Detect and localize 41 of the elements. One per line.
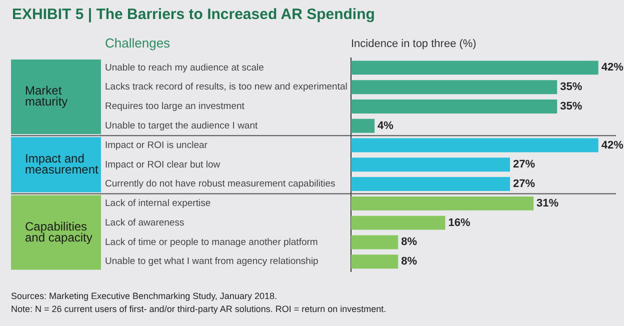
- bar: [351, 254, 398, 269]
- text: EXHIBIT 5 | The Barriers to Increased AR Spending: [12, 6, 375, 23]
- y-tick-label: Lack of time or people to manage another platform: [105, 236, 318, 248]
- data-label: 8%: [401, 256, 418, 268]
- text: Impact and measurement: [25, 151, 100, 176]
- bar: [351, 235, 398, 250]
- text: Capabilities and capacity: [25, 219, 92, 244]
- data-label: 8%: [401, 236, 418, 248]
- y-tick-label: Unable to target the audience I want: [105, 120, 258, 132]
- y-axis-title: Challenges: [105, 36, 171, 51]
- source-note: Sources: Marketing Executive Benchmarking Study, January 2018.: [11, 290, 278, 303]
- bar: [351, 158, 510, 172]
- data-label: 4%: [378, 120, 394, 132]
- bar: [351, 138, 598, 152]
- y-tick-label: Impact or ROI is unclear: [105, 140, 208, 151]
- x-axis-title: Incidence in top three (%): [351, 38, 476, 50]
- y-tick-label: Currently do not have robust measurement capabilities: [105, 178, 336, 190]
- bar: [351, 60, 598, 75]
- y-tick-label: Lack of internal expertise: [105, 198, 211, 210]
- text: Market maturity: [25, 84, 68, 109]
- data-label: 35%: [560, 81, 582, 94]
- y-tick-label: Requires too large an investment: [105, 101, 245, 112]
- y-tick-label: Impact or ROI clear but low: [105, 159, 220, 170]
- bar: [351, 216, 446, 230]
- y-tick-label: Lack of awareness: [105, 217, 184, 228]
- y-tick-label: Unable to get what I want from agency relationship: [105, 256, 318, 268]
- data-label: 27%: [513, 178, 536, 190]
- data-label: 42%: [601, 139, 624, 152]
- bar: [351, 99, 558, 114]
- y-tick-label: Lacks track record of results, is too new and experimental: [105, 82, 348, 93]
- bar: [351, 177, 510, 192]
- bar: [351, 196, 534, 210]
- y-tick-label: Unable to reach my audience at scale: [105, 62, 264, 74]
- data-label: 16%: [448, 216, 470, 229]
- data-label: 42%: [601, 62, 624, 74]
- bar: [351, 118, 375, 133]
- text: Note: N = 26 current users of first- and/or third-party AR solutions. ROI = return on investment.: [11, 303, 386, 316]
- data-label: 27%: [513, 158, 536, 171]
- data-label: 31%: [536, 197, 559, 210]
- bar: [351, 80, 558, 94]
- data-label: 35%: [560, 100, 582, 113]
